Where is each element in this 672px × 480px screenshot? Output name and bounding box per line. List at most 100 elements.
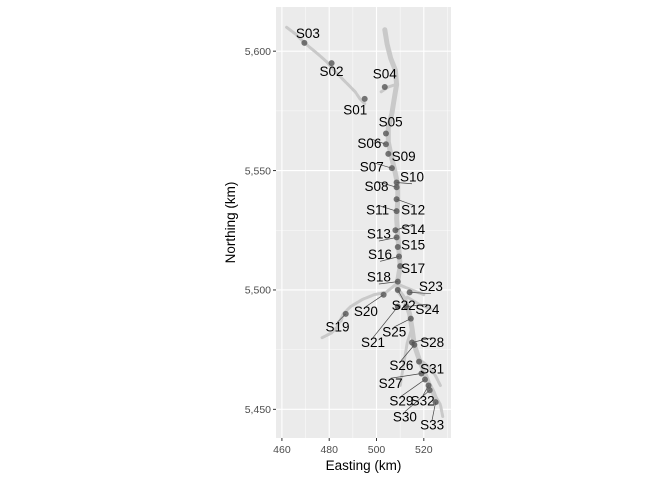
site-label-s12: S12 [401, 203, 425, 218]
site-label-s05: S05 [379, 114, 403, 129]
x-tick-label: 480 [320, 444, 338, 456]
site-label-s33: S33 [420, 418, 444, 433]
site-label-s29: S29 [389, 394, 413, 409]
site-point-s32 [425, 382, 432, 389]
site-point-s02 [328, 60, 335, 67]
river-branch [431, 391, 445, 418]
site-label-s28: S28 [420, 335, 444, 350]
leader-line-s29 [401, 379, 426, 397]
site-point-s03 [301, 39, 308, 46]
site-label-s20: S20 [354, 304, 378, 319]
y-tick-label: 5,600 [245, 46, 271, 58]
leader-line-s21 [372, 306, 399, 338]
site-point-s15 [394, 243, 401, 250]
site-point-s26 [411, 341, 418, 348]
site-point-s07 [388, 165, 395, 172]
river-main-channel [382, 27, 440, 405]
leader-line-s13 [378, 237, 397, 242]
site-label-s30: S30 [393, 409, 417, 424]
site-label-s22: S22 [392, 298, 416, 313]
site-label-s17: S17 [401, 261, 425, 276]
site-label-s11: S11 [366, 203, 389, 218]
site-label-s32: S32 [411, 394, 435, 409]
site-point-s04 [381, 83, 388, 90]
site-label-s01: S01 [343, 102, 367, 117]
site-label-s13: S13 [367, 227, 391, 242]
river-branch [405, 295, 433, 311]
site-point-s24 [403, 303, 410, 310]
minor-gridlines [276, 7, 451, 438]
x-tick-label: 520 [415, 444, 433, 456]
site-label-s25: S25 [382, 324, 406, 339]
site-point-s30 [426, 387, 433, 394]
x-axis-ticks: 460 480 500 520 [273, 438, 433, 456]
river-branch [417, 357, 442, 387]
site-label-s21: S21 [361, 335, 385, 350]
leader-line-s14 [395, 223, 414, 231]
leader-line-s20 [365, 294, 384, 307]
y-tick-label: 5,500 [245, 285, 271, 297]
site-point-s18 [394, 278, 401, 285]
leader-line-s30 [404, 389, 430, 412]
site-label-s27: S27 [379, 376, 403, 391]
leader-line-s23 [409, 291, 431, 294]
site-label-s03: S03 [296, 26, 320, 41]
y-axis-ticks: 5,450 5,500 5,550 5,600 [245, 46, 276, 416]
site-label-s16: S16 [368, 247, 392, 262]
river-branch [285, 25, 367, 106]
leader-line-s24 [406, 303, 428, 308]
site-point-s05 [382, 130, 389, 137]
site-label-s07: S07 [360, 160, 384, 175]
leader-line-s28 [411, 337, 433, 343]
site-label-s02: S02 [320, 64, 344, 79]
site-label-s10: S10 [400, 169, 424, 184]
y-tick-label: 5,550 [245, 165, 271, 177]
leader-line-s27 [390, 373, 422, 379]
site-point-s19 [342, 310, 349, 317]
leader-line-s07 [371, 161, 392, 169]
x-tick-label: 500 [368, 444, 386, 456]
site-label-s14: S14 [401, 222, 426, 237]
site-point-s21 [394, 303, 401, 310]
site-label-s09: S09 [392, 149, 416, 164]
site-label-s08: S08 [364, 179, 388, 194]
site-point-s27 [418, 370, 425, 377]
leader-line-s25 [394, 318, 411, 328]
site-point-s23 [406, 289, 413, 296]
river-branch [379, 83, 397, 94]
site-label-s19: S19 [325, 320, 349, 335]
site-label-s26: S26 [389, 358, 413, 373]
site-points [301, 39, 439, 406]
y-axis-title: Northing (km) [223, 182, 238, 264]
site-point-s29 [421, 376, 428, 383]
y-tick-label: 5,450 [245, 404, 271, 416]
site-label-s15: S15 [401, 237, 425, 252]
site-point-s13 [393, 234, 400, 241]
site-point-s17 [397, 263, 404, 270]
x-axis-title: Easting (km) [326, 458, 402, 473]
leader-line-s16 [379, 256, 400, 262]
site-point-s22 [394, 286, 401, 293]
leader-line-s11 [377, 204, 397, 212]
site-point-s12 [393, 196, 400, 203]
site-point-s01 [361, 95, 368, 102]
site-label-s24: S24 [415, 302, 440, 317]
leader-line-s18 [378, 281, 398, 285]
site-label-s04: S04 [373, 67, 398, 82]
site-point-s08 [393, 184, 400, 191]
site-label-s23: S23 [419, 279, 443, 294]
site-point-s33 [432, 399, 439, 406]
leader-line-s26 [401, 344, 415, 361]
site-label-s06: S06 [357, 136, 381, 151]
site-point-s31 [416, 358, 423, 365]
site-point-s06 [382, 141, 389, 148]
site-label-s31: S31 [420, 362, 444, 377]
site-point-s14 [392, 227, 399, 234]
site-point-s25 [407, 315, 414, 322]
site-label-s18: S18 [367, 270, 391, 285]
river-branch [320, 312, 345, 340]
site-point-s16 [395, 253, 402, 260]
site-point-s11 [393, 208, 400, 215]
